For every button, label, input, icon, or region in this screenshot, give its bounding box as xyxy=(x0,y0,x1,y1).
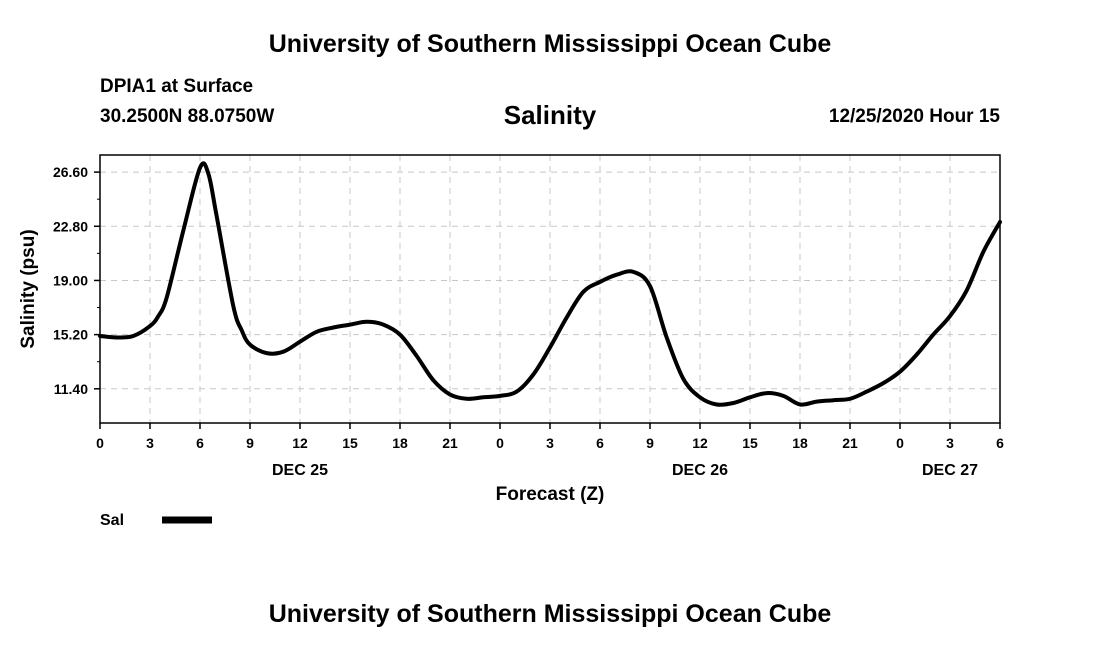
date-label: DEC 27 xyxy=(922,462,978,479)
x-tick-label: 21 xyxy=(842,435,858,451)
x-tick-label: 6 xyxy=(996,435,1004,451)
x-tick-label: 3 xyxy=(146,435,154,451)
y-tick-label: 11.40 xyxy=(54,381,88,397)
x-tick-label: 0 xyxy=(896,435,904,451)
forecast-timestamp: 12/25/2020 Hour 15 xyxy=(828,106,1000,127)
ticks-layer: 0 3 6 9 12 15 18 21 0 3 6 9 12 15 18 21 0 3 6 11.40 15.20 19.… xyxy=(53,164,1004,479)
x-tick-label: 15 xyxy=(742,435,758,451)
station-coordinates: 30.2500N 88.0750W xyxy=(100,106,275,127)
y-axis-label: Salinity (psu) xyxy=(18,229,39,348)
x-tick-label: 0 xyxy=(496,435,504,451)
y-tick-label: 22.80 xyxy=(53,218,88,234)
x-tick-label: 18 xyxy=(792,435,808,451)
grid-layer xyxy=(100,155,1000,423)
chart-title: Salinity xyxy=(503,100,597,130)
x-tick-label: 3 xyxy=(546,435,554,451)
y-tick-label: 19.00 xyxy=(53,272,88,288)
x-tick-label: 9 xyxy=(646,435,654,451)
bottom-title: University of Southern Mississippi Ocean… xyxy=(268,600,832,628)
x-tick-label: 6 xyxy=(196,435,204,451)
x-tick-label: 3 xyxy=(946,435,954,451)
date-label: DEC 25 xyxy=(272,462,328,479)
x-tick-label: 0 xyxy=(96,435,104,451)
x-tick-label: 6 xyxy=(596,435,604,451)
x-tick-label: 18 xyxy=(392,435,408,451)
y-tick-label: 26.60 xyxy=(53,164,88,180)
date-label: DEC 26 xyxy=(672,462,728,479)
x-tick-label: 21 xyxy=(442,435,458,451)
x-tick-label: 9 xyxy=(246,435,254,451)
x-tick-label: 15 xyxy=(342,435,358,451)
salinity-series-line xyxy=(98,161,1002,407)
x-axis-label: Forecast (Z) xyxy=(496,484,605,505)
top-title: University of Southern Mississippi Ocean… xyxy=(268,30,832,58)
y-tick-label: 15.20 xyxy=(53,327,88,343)
station-label: DPIA1 at Surface xyxy=(100,76,254,97)
legend-label: Sal xyxy=(100,512,124,529)
x-tick-label: 12 xyxy=(292,435,308,451)
x-tick-label: 12 xyxy=(692,435,708,451)
